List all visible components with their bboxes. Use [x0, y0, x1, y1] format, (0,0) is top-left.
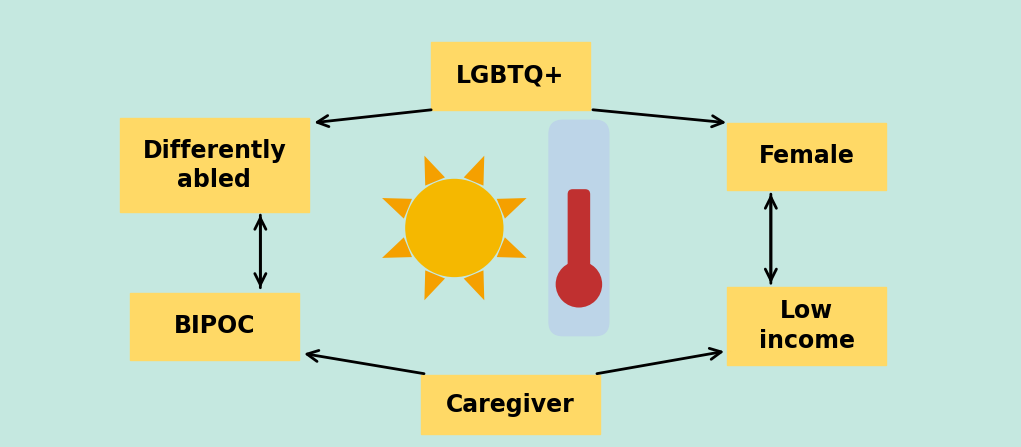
- FancyBboxPatch shape: [548, 120, 610, 336]
- Circle shape: [405, 179, 503, 277]
- Text: Female: Female: [759, 144, 855, 169]
- Text: LGBTQ+: LGBTQ+: [456, 64, 565, 88]
- FancyBboxPatch shape: [568, 189, 590, 286]
- Text: Caregiver: Caregiver: [446, 392, 575, 417]
- FancyBboxPatch shape: [130, 293, 298, 360]
- Polygon shape: [464, 270, 484, 300]
- Text: Differently
abled: Differently abled: [143, 139, 286, 192]
- Text: BIPOC: BIPOC: [174, 314, 255, 338]
- FancyBboxPatch shape: [432, 42, 590, 110]
- Polygon shape: [464, 156, 484, 186]
- Polygon shape: [382, 237, 412, 258]
- FancyBboxPatch shape: [422, 375, 600, 434]
- Polygon shape: [496, 198, 527, 219]
- Polygon shape: [382, 198, 412, 219]
- Polygon shape: [425, 156, 445, 186]
- FancyBboxPatch shape: [727, 123, 886, 190]
- Polygon shape: [496, 237, 527, 258]
- FancyBboxPatch shape: [119, 118, 308, 212]
- Text: Low
income: Low income: [759, 299, 855, 353]
- Circle shape: [555, 261, 602, 308]
- FancyBboxPatch shape: [727, 287, 886, 365]
- Polygon shape: [425, 270, 445, 300]
